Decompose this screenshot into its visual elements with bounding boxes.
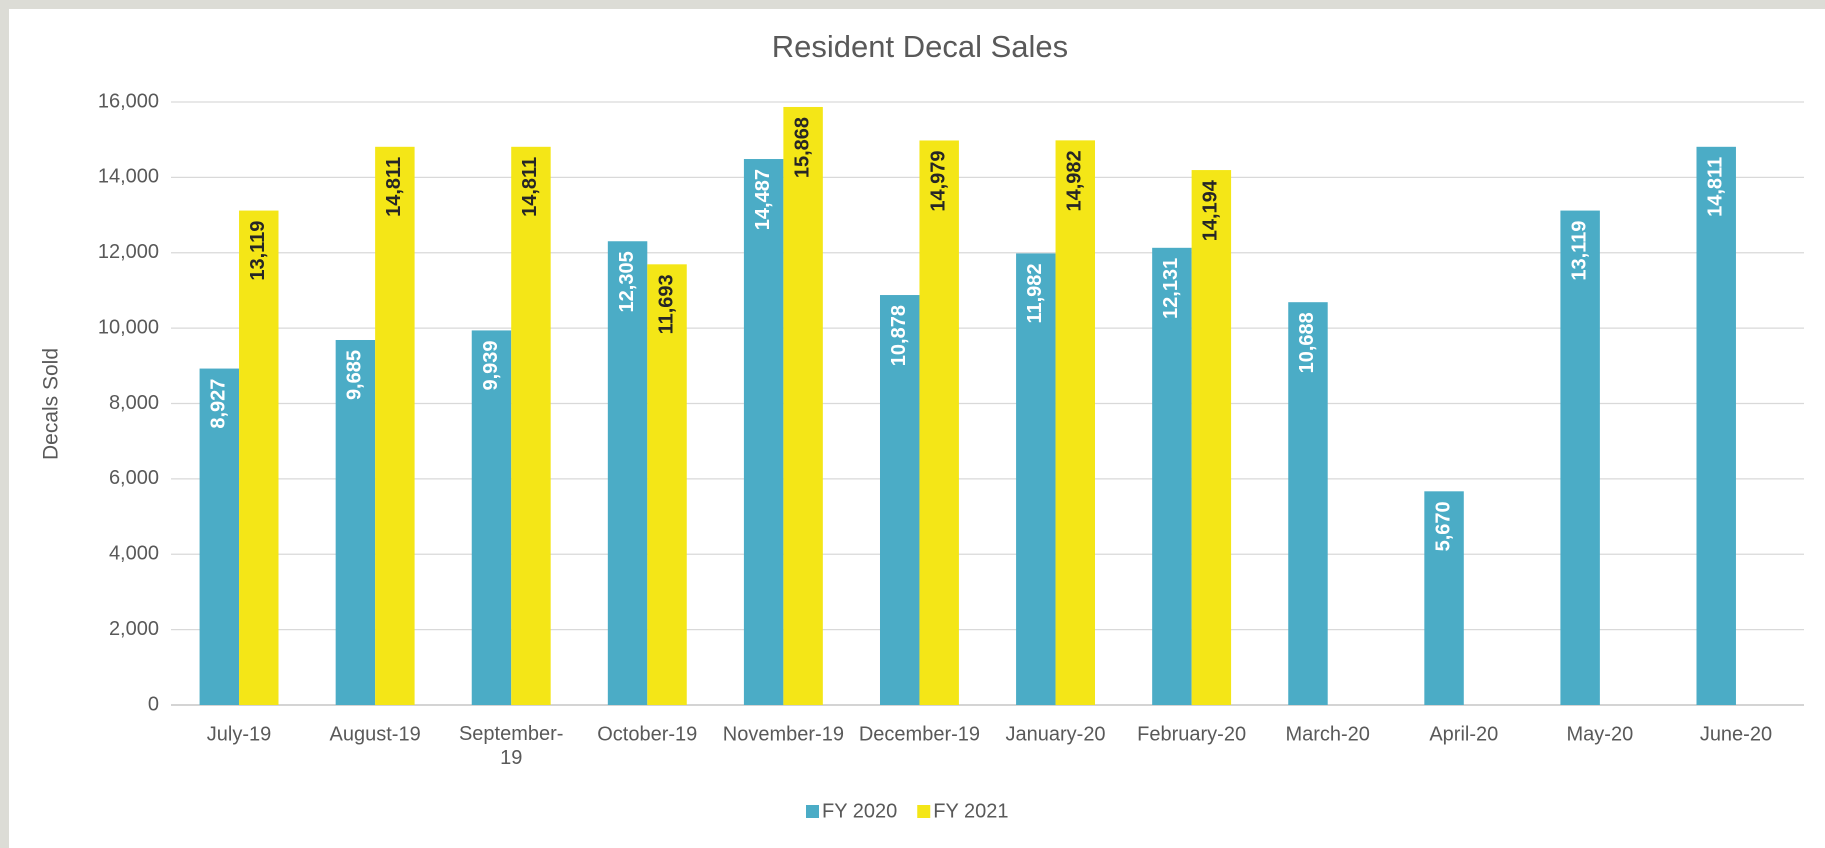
data-label: 14,194 [1200,179,1222,241]
y-tick-label: 0 [148,693,159,715]
data-label: 15,868 [791,117,813,178]
data-label: 14,811 [1705,157,1727,217]
bar [1152,247,1192,706]
bar [919,140,959,705]
bar [1424,491,1464,705]
bar [511,146,551,706]
x-tick-label: March-20 [1285,723,1369,745]
bar [375,146,415,706]
x-tick-label: October-19 [597,723,697,745]
bar [607,241,648,705]
x-tick-label: September-19 [459,723,564,769]
data-label: 13,119 [1568,221,1590,281]
data-label: 13,119 [247,221,269,281]
data-label: 12,305 [616,251,638,312]
x-tick-label: July-19 [207,723,271,745]
y-axis-label: Decals Sold [40,348,63,460]
legend-label: FY 2020 [822,800,897,822]
y-tick-label: 10,000 [98,316,159,338]
x-tick-label: November-19 [723,723,844,745]
x-tick-label: January-20 [1006,723,1106,745]
data-label: 8,927 [208,379,230,429]
data-label: 14,811 [383,157,405,217]
x-tick-label-line: September- [459,723,564,745]
data-label: 10,688 [1296,312,1318,373]
x-tick-label: December-19 [859,723,980,745]
bar [1560,210,1600,705]
bar [335,339,376,705]
bar [1288,302,1328,705]
data-label: 9,939 [480,340,502,390]
legend-label: FY 2021 [933,800,1008,822]
y-tick-label: 8,000 [109,392,159,414]
legend-swatch [917,805,931,818]
y-tick-label: 16,000 [98,90,159,112]
bar [879,295,920,705]
bar [1696,146,1736,706]
data-label: 12,131 [1160,258,1182,319]
bar [1016,253,1056,705]
x-tick-label-line: 19 [500,747,522,769]
bar [743,159,784,706]
chart-title: Resident Decal Sales [772,29,1068,64]
bar [199,368,240,705]
x-tick-label: June-20 [1700,723,1772,745]
legend-swatch [806,805,819,818]
data-label: 9,685 [344,350,366,400]
data-label: 11,982 [1024,263,1046,323]
data-label: 10,878 [888,305,910,366]
y-tick-label: 14,000 [98,166,159,188]
x-tick-label: April-20 [1429,723,1498,745]
bar [1055,140,1096,706]
bar [471,330,512,705]
data-label: 14,811 [519,157,541,217]
bar [783,106,823,706]
data-label: 14,979 [927,150,949,211]
x-tick-label: May-20 [1567,723,1634,745]
x-tick-label: February-20 [1137,723,1246,745]
y-tick-label: 4,000 [109,543,159,565]
y-tick-label: 12,000 [98,241,159,263]
data-label: 14,487 [752,169,774,230]
bar [239,210,279,705]
data-label: 14,982 [1064,150,1086,211]
data-label: 11,693 [655,274,677,334]
y-tick-label: 6,000 [109,467,159,489]
y-tick-label: 2,000 [109,618,159,640]
data-label: 5,670 [1432,501,1454,551]
bar [647,264,687,705]
x-tick-label: August-19 [330,723,421,745]
bar [1191,170,1232,706]
